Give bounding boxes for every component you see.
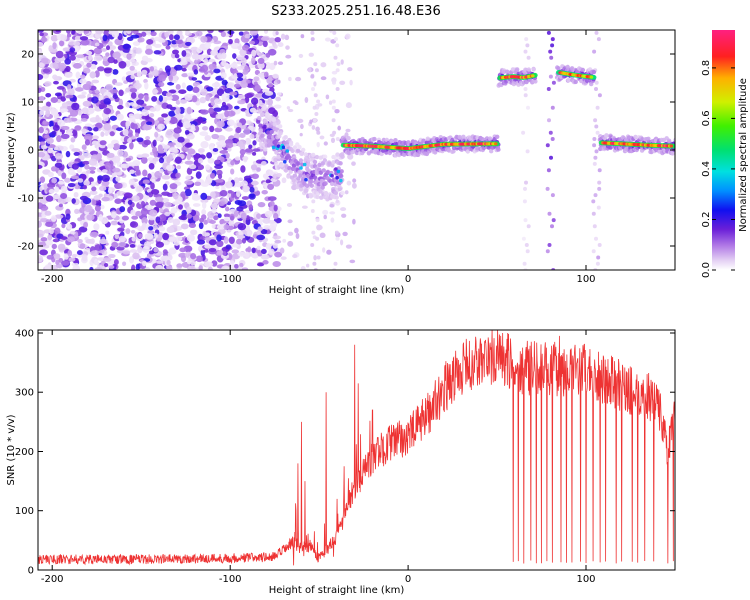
colorbar-label: Normalized spectral amplitude — [738, 78, 749, 232]
y-tick-label: 0 — [28, 566, 34, 577]
y-tick-label: 100 — [15, 506, 34, 517]
x-tick-label: -200 — [41, 574, 64, 585]
snr-panel: -200 -100 0 100 0 100 200 300 400 Height of stra… — [6, 329, 676, 596]
y-tick-label: 400 — [15, 329, 34, 340]
y-tick-label: 10 — [21, 98, 34, 109]
snr-frame — [37, 329, 676, 571]
x-tick-label: -200 — [41, 274, 64, 285]
spectrogram-y-axis-title: Frequency (Hz) — [6, 112, 17, 188]
y-tick-label: -10 — [18, 194, 34, 205]
x-tick-label: 0 — [405, 274, 411, 285]
x-tick-label: 100 — [576, 274, 595, 285]
y-tick-label: -20 — [18, 242, 34, 253]
y-tick-label: 300 — [15, 388, 34, 399]
snr-x-axis-title: Height of straight line (km) — [269, 585, 405, 596]
spectrogram-heatmap — [38, 30, 675, 270]
y-tick-label: 0 — [28, 146, 34, 157]
x-tick-label: 0 — [405, 574, 411, 585]
colorbar: 0.0 0.2 0.4 0.6 0.8 Normalized spectral ampl… — [701, 30, 749, 278]
spectrogram-x-axis-title: Height of straight line (km) — [269, 285, 405, 296]
colorbar-gradient — [712, 30, 735, 270]
colorbar-ticks: 0.0 0.2 0.4 0.6 0.8 — [701, 60, 735, 278]
x-tick-label: 100 — [576, 574, 595, 585]
snr-series-line — [38, 330, 675, 566]
x-tick-label: -100 — [219, 574, 242, 585]
figure-title: S233.2025.251.16.48.E36 — [271, 4, 440, 19]
colorbar-tick-label: 0.8 — [701, 60, 712, 76]
snr-axes: -200 -100 0 100 0 100 200 300 400 — [15, 329, 675, 585]
colorbar-tick-label: 0.2 — [701, 212, 712, 228]
y-tick-label: 20 — [21, 50, 34, 61]
y-tick-label: 200 — [15, 447, 34, 458]
colorbar-tick-label: 0.0 — [701, 262, 712, 278]
x-tick-label: -100 — [219, 274, 242, 285]
colorbar-tick-label: 0.6 — [701, 110, 712, 126]
snr-y-axis-title: SNR (10 * v/v) — [6, 414, 17, 485]
colorbar-tick-label: 0.4 — [701, 161, 712, 177]
